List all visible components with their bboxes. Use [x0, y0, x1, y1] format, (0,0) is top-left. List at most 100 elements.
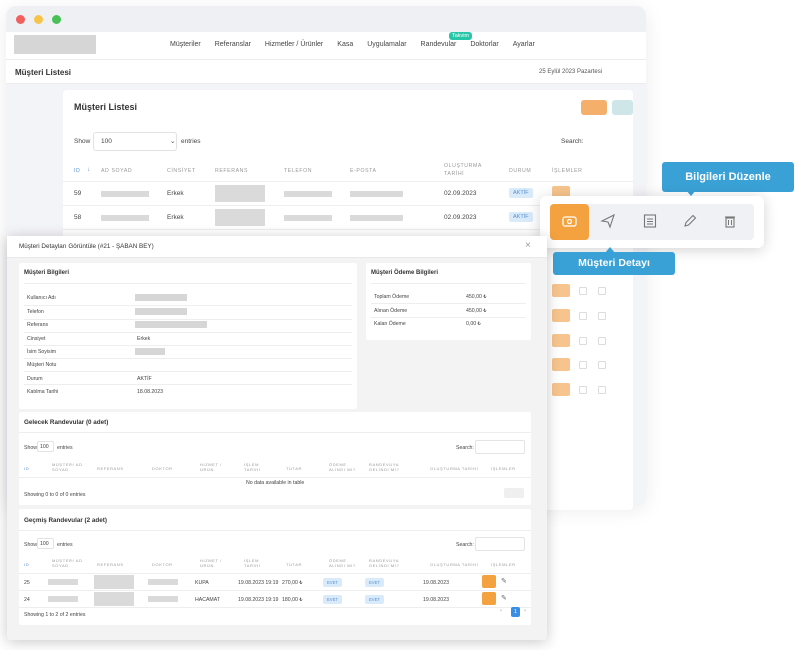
current-page[interactable]: 1 — [511, 607, 520, 617]
info-label: Durum — [27, 376, 43, 382]
pencil-icon[interactable]: ✎ — [501, 595, 507, 602]
detail-button[interactable] — [552, 334, 570, 347]
add-button[interactable] — [581, 100, 607, 115]
col-created[interactable]: OLUŞTURMA TARİHİ — [430, 562, 479, 567]
came-badge: EVET — [365, 595, 384, 604]
page-size-select[interactable]: 100 — [37, 538, 54, 549]
send-icon[interactable] — [600, 213, 616, 229]
payment-remaining: 0,00 ₺ — [466, 321, 481, 327]
row-customer — [48, 596, 78, 602]
document-icon[interactable] — [642, 213, 658, 229]
detail-button[interactable] — [552, 358, 570, 371]
send-icon[interactable] — [579, 312, 587, 320]
table-row: 24 HACAMAT 19.08.2023 19:19 180,00 ₺ EVE… — [19, 591, 531, 608]
detail-button[interactable] — [552, 284, 570, 297]
col-status[interactable]: DURUM — [509, 168, 532, 174]
col-id[interactable]: ID — [24, 562, 30, 567]
col-reference[interactable]: REFERANS — [97, 562, 124, 567]
col-date[interactable]: İŞLEM TARİHİ — [244, 462, 261, 472]
minimize-dot[interactable] — [34, 14, 43, 24]
export-button[interactable] — [612, 100, 633, 115]
col-id[interactable]: ID — [74, 168, 81, 174]
sort-icon[interactable]: ↓ — [87, 167, 91, 173]
page-size-select[interactable]: 100 ⌄ — [93, 132, 177, 151]
col-doctor[interactable]: DOKTOR — [152, 562, 173, 567]
send-icon[interactable] — [579, 337, 587, 345]
detail-button[interactable] — [552, 383, 570, 396]
pagination[interactable] — [504, 488, 524, 498]
col-amount[interactable]: TUTAR — [286, 562, 303, 567]
nav-item-ayarlar[interactable]: Ayarlar — [512, 41, 535, 48]
document-icon[interactable] — [598, 386, 606, 394]
nav-item-randevular[interactable]: Randevular — [420, 41, 457, 48]
row-gender: Erkek — [167, 190, 184, 197]
col-reference[interactable]: REFERANS — [97, 466, 124, 471]
close-icon[interactable]: × — [525, 240, 531, 251]
col-gender[interactable]: CİNSİYET — [167, 168, 196, 174]
detail-button[interactable] — [482, 575, 496, 588]
table-row: 25 KUPA 19.08.2023 19:19 270,00 ₺ EVET E… — [19, 574, 531, 591]
search-input[interactable] — [475, 440, 525, 454]
detail-button[interactable] — [552, 309, 570, 322]
nav-item-doktorlar[interactable]: Doktorlar — [470, 41, 499, 48]
show-label: Show — [24, 542, 37, 548]
col-paid[interactable]: ÖDEME ALINDI MI? — [329, 558, 356, 568]
col-actions: İŞLEMLER — [491, 466, 516, 471]
nav-item-hizmetler[interactable]: Hizmetler / Ürünler — [264, 41, 324, 48]
pencil-icon[interactable]: ✎ — [501, 578, 507, 585]
send-icon[interactable] — [579, 361, 587, 369]
col-came[interactable]: RANDEVUYA GELİNDİ Mİ? — [369, 558, 400, 568]
row-date: 02.09.2023 — [444, 190, 477, 197]
upcoming-title: Gelecek Randevular (0 adet) — [24, 419, 109, 426]
col-reference[interactable]: REFERANS — [215, 168, 249, 174]
logo — [14, 35, 96, 54]
nav-item-referanslar[interactable]: Referanslar — [214, 41, 251, 48]
trash-icon[interactable] — [722, 213, 738, 229]
col-id[interactable]: ID — [24, 466, 30, 471]
close-dot[interactable] — [16, 14, 25, 24]
row-service: KUPA — [195, 580, 209, 586]
col-service[interactable]: HİZMET / ÜRÜN — [200, 462, 222, 472]
document-icon[interactable] — [598, 337, 606, 345]
row-reference — [94, 592, 134, 606]
upcoming-appointments-card: Gelecek Randevular (0 adet) Show 100 ent… — [19, 412, 531, 505]
nav-item-musteriler[interactable]: Müşteriler — [170, 41, 201, 48]
nav-menu: Müşteriler Referanslar Hizmetler / Ürünl… — [170, 41, 535, 48]
document-icon[interactable] — [598, 361, 606, 369]
nav-item-kasa[interactable]: Kasa — [337, 41, 354, 48]
col-email[interactable]: E-POSTA — [350, 168, 377, 174]
col-service[interactable]: HİZMET / ÜRÜN — [200, 558, 222, 568]
search-label: Search: — [456, 542, 474, 548]
page-size-value: 100 — [101, 138, 112, 145]
col-customer[interactable]: MÜŞTERİ AD SOYAD — [52, 462, 83, 472]
prev-page-icon[interactable]: ‹ — [500, 608, 502, 614]
col-customer[interactable]: MÜŞTERİ AD SOYAD — [52, 558, 83, 568]
tooltip-arrow — [686, 190, 696, 196]
search-input[interactable] — [475, 537, 525, 551]
col-paid[interactable]: ÖDEME ALINDI MI? — [329, 462, 356, 472]
detail-button[interactable] — [550, 204, 589, 240]
col-created[interactable]: OLUŞTURMA TARİHİ — [430, 466, 479, 471]
detail-button[interactable] — [482, 592, 496, 605]
row-email — [350, 215, 403, 221]
maximize-dot[interactable] — [52, 14, 61, 24]
col-doctor[interactable]: DOKTOR — [152, 466, 173, 471]
show-label: Show — [24, 445, 37, 451]
col-phone[interactable]: TELEFON — [284, 168, 313, 174]
col-name[interactable]: AD SOYAD — [101, 168, 133, 174]
nav-item-uygulamalar[interactable]: Uygulamalar — [367, 41, 407, 48]
col-amount[interactable]: TUTAR — [286, 466, 303, 471]
col-created[interactable]: OLUŞTURMA TARİHİ — [444, 163, 482, 177]
status-badge: AKTİF — [509, 212, 533, 222]
page-size-select[interactable]: 100 — [37, 441, 54, 452]
col-came[interactable]: RANDEVUYA GELİNDİ Mİ? — [369, 462, 400, 472]
send-icon[interactable] — [579, 287, 587, 295]
send-icon[interactable] — [579, 386, 587, 394]
next-page-icon[interactable]: › — [524, 608, 526, 614]
document-icon[interactable] — [598, 312, 606, 320]
col-date[interactable]: İŞLEM TARİHİ — [244, 558, 261, 568]
info-label: Referans — [27, 322, 49, 328]
pencil-icon[interactable] — [682, 213, 698, 229]
document-icon[interactable] — [598, 287, 606, 295]
search-input[interactable] — [593, 132, 633, 151]
